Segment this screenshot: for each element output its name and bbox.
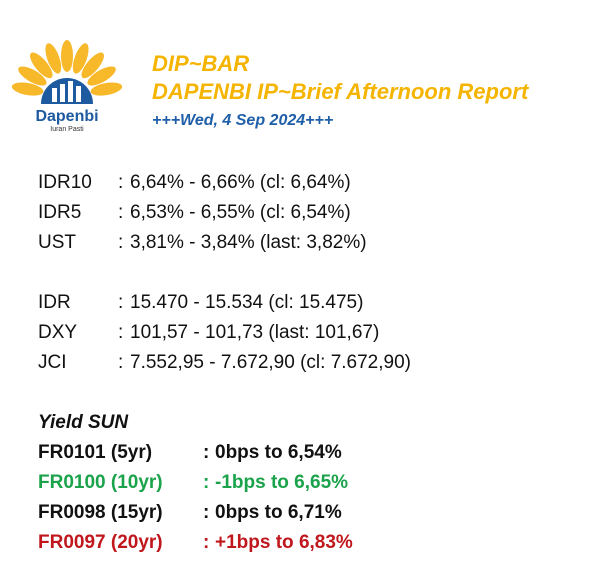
sun-row-fr0098: FR0098 (15yr):0bps to 6,71% bbox=[38, 498, 353, 528]
row-value: 6,53% - 6,55% (cl: 6,54%) bbox=[130, 202, 351, 223]
row-separator: : bbox=[203, 502, 210, 523]
row-level: 6,83% bbox=[298, 532, 353, 553]
market-row-dxy: DXY:101,57 - 101,73 (last: 101,67) bbox=[38, 318, 411, 348]
logo-brand-text: Dapenbi bbox=[35, 108, 99, 125]
yield-row-idr10: IDR10:6,64% - 6,66% (cl: 6,64%) bbox=[38, 168, 367, 198]
report-date: +++Wed, 4 Sep 2024+++ bbox=[152, 112, 334, 129]
logo-tagline-text: Iuran Pasti bbox=[50, 126, 84, 133]
report-subtitle: DAPENBI IP~Brief Afternoon Report bbox=[152, 79, 529, 104]
market-row-jci: JCI:7.552,95 - 7.672,90 (cl: 7.672,90) bbox=[38, 348, 411, 378]
row-separator: : bbox=[118, 352, 124, 373]
yield-row-idr5: IDR5:6,53% - 6,55% (cl: 6,54%) bbox=[38, 198, 367, 228]
row-change: 0bps to bbox=[215, 442, 288, 463]
row-change: 0bps to bbox=[215, 502, 288, 523]
row-value: 6,64% - 6,66% (cl: 6,64%) bbox=[130, 172, 351, 193]
sun-row-fr0097: FR0097 (20yr): +1bps to 6,83% bbox=[38, 528, 353, 558]
row-key: IDR10 bbox=[38, 172, 92, 193]
yield-sun-section: Yield SUN FR0101 (5yr):0bps to 6,54% FR0… bbox=[38, 408, 353, 558]
row-change: -1bps to bbox=[215, 472, 295, 493]
row-key: JCI bbox=[38, 352, 67, 373]
row-key: FR0100 (10yr) bbox=[38, 472, 163, 493]
row-key: UST bbox=[38, 232, 76, 253]
row-level: 6,65% bbox=[294, 472, 349, 493]
row-key: DXY bbox=[38, 322, 78, 343]
row-value: 15.470 - 15.534 (cl: 15.475) bbox=[130, 292, 364, 313]
row-level: 6,54% bbox=[287, 442, 342, 463]
row-separator: : bbox=[118, 292, 124, 313]
row-key: FR0097 (20yr) bbox=[38, 532, 163, 553]
row-value: 101,57 - 101,73 (last: 101,67) bbox=[130, 322, 380, 343]
row-separator: : bbox=[118, 202, 124, 223]
yield-sun-title: Yield SUN bbox=[38, 412, 129, 433]
sun-row-fr0101: FR0101 (5yr):0bps to 6,54% bbox=[38, 438, 353, 468]
row-value: 3,81% - 3,84% (last: 3,82%) bbox=[130, 232, 367, 253]
row-separator: : bbox=[203, 472, 210, 493]
row-level: 6,71% bbox=[287, 502, 342, 523]
markets-section: IDR:15.470 - 15.534 (cl: 15.475) DXY:101… bbox=[38, 288, 411, 378]
row-separator: : bbox=[203, 532, 210, 553]
row-separator: : bbox=[118, 232, 124, 253]
sunburst-logo-icon bbox=[11, 40, 123, 104]
report-header: DIP~BAR DAPENBI IP~Brief Afternoon Repor… bbox=[152, 50, 528, 132]
market-row-idr: IDR:15.470 - 15.534 (cl: 15.475) bbox=[38, 288, 411, 318]
row-key: FR0098 (15yr) bbox=[38, 502, 163, 523]
row-key: IDR5 bbox=[38, 202, 82, 223]
row-key: FR0101 (5yr) bbox=[38, 442, 153, 463]
row-key: IDR bbox=[38, 292, 71, 313]
row-separator: : bbox=[118, 172, 124, 193]
sun-row-fr0100: FR0100 (10yr): -1bps to 6,65% bbox=[38, 468, 353, 498]
dapenbi-logo: Dapenbi Iuran Pasti bbox=[8, 38, 126, 138]
row-value: 7.552,95 - 7.672,90 (cl: 7.672,90) bbox=[130, 352, 411, 373]
bond-yields-section: IDR10:6,64% - 6,66% (cl: 6,64%) IDR5:6,5… bbox=[38, 168, 367, 258]
row-change: +1bps to bbox=[215, 532, 299, 553]
yield-row-ust: UST:3,81% - 3,84% (last: 3,82%) bbox=[38, 228, 367, 258]
row-separator: : bbox=[118, 322, 124, 343]
row-separator: : bbox=[203, 442, 210, 463]
report-title: DIP~BAR bbox=[152, 51, 250, 76]
